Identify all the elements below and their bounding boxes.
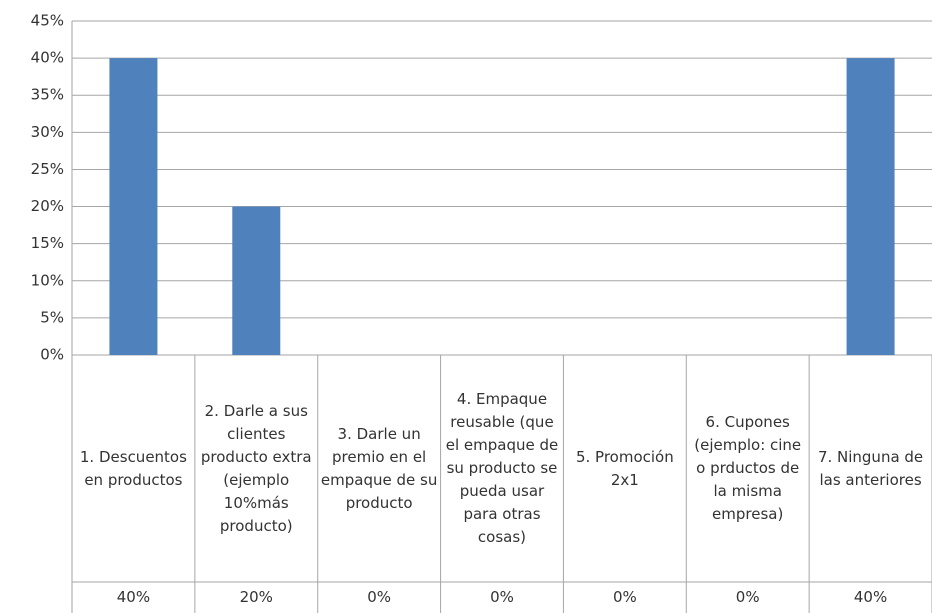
y-tick-label: 0% [40,346,64,364]
value-label: 0% [490,588,514,606]
value-label: 40% [116,588,151,606]
bar [109,58,158,355]
category-label: 1. Descuentos en productos [79,447,187,489]
category-label: 5. Promoción 2x1 [575,447,674,489]
value-label: 0% [612,588,637,606]
y-tick-label: 15% [31,234,64,252]
bar [846,58,895,355]
y-tick-label: 20% [31,197,64,215]
category-label: 7. Ninguna de las anteriores [817,447,924,489]
category-label: 4. Empaque reusable (que el empaque de s… [445,390,559,546]
y-tick-label: 25% [31,160,64,178]
y-tick-label: 40% [31,49,64,67]
value-label: 0% [735,588,760,606]
value-label: 40% [853,588,888,606]
category-label: 6. Cupones (ejemplo: cine o prductos de … [694,413,802,523]
value-label: 0% [367,588,392,606]
y-tick-label: 30% [31,123,64,141]
y-tick-label: 10% [31,271,64,289]
category-label: 2. Darle a sus clientes producto extra (… [200,401,312,535]
y-tick-label: 45% [31,12,64,30]
value-label: 20% [239,588,273,606]
y-tick-label: 5% [40,308,64,326]
category-label: 3. Darle un premio en el empaque de su p… [320,424,438,512]
bar [232,206,281,355]
y-tick-label: 35% [31,86,64,104]
